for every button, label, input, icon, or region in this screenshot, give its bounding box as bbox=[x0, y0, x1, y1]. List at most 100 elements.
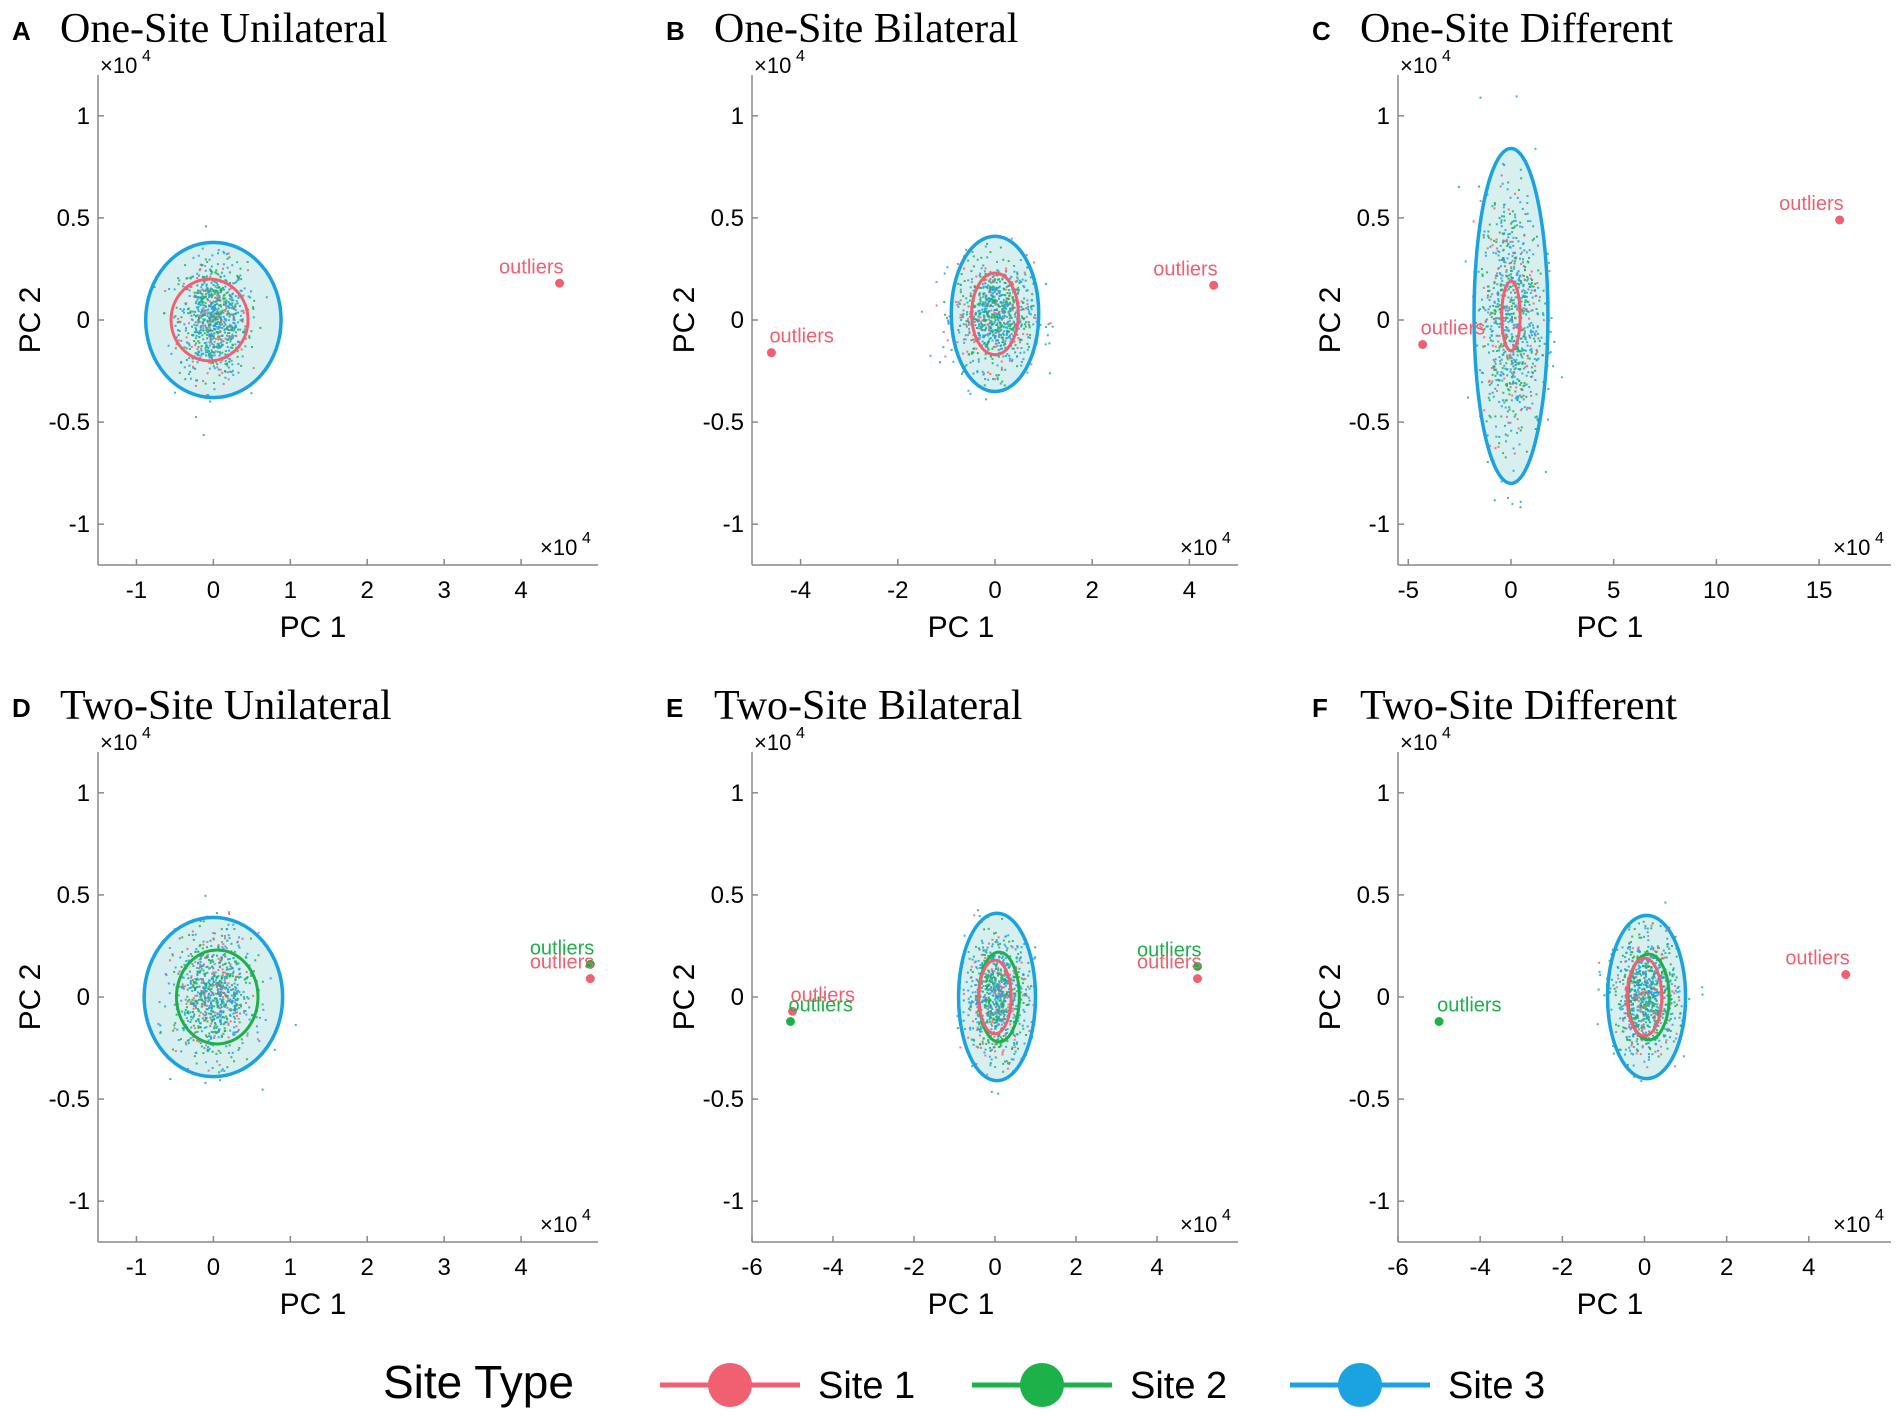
data-point bbox=[1008, 359, 1011, 362]
data-point bbox=[1011, 358, 1014, 361]
data-point bbox=[1018, 957, 1021, 960]
data-point bbox=[207, 293, 210, 296]
data-point bbox=[1011, 982, 1014, 985]
data-point bbox=[206, 965, 209, 968]
data-point bbox=[213, 312, 216, 315]
data-point bbox=[211, 271, 214, 274]
data-point bbox=[1644, 970, 1647, 973]
data-point bbox=[227, 305, 230, 308]
data-point bbox=[985, 984, 988, 987]
data-point bbox=[196, 1002, 199, 1005]
data-point bbox=[1002, 315, 1005, 318]
data-point bbox=[996, 941, 999, 944]
data-point bbox=[228, 1008, 231, 1011]
data-point bbox=[228, 288, 231, 291]
data-point bbox=[213, 1005, 216, 1008]
data-point bbox=[1622, 983, 1625, 986]
data-point bbox=[1635, 968, 1638, 971]
data-point bbox=[1503, 203, 1506, 206]
data-point bbox=[1532, 324, 1535, 327]
data-point bbox=[1020, 306, 1023, 309]
data-point bbox=[1504, 406, 1507, 409]
data-point bbox=[987, 348, 990, 351]
data-point bbox=[985, 1004, 988, 1007]
data-point bbox=[1644, 924, 1647, 927]
data-point bbox=[209, 1025, 212, 1028]
y-axis-label: PC 2 bbox=[668, 964, 701, 1031]
data-point bbox=[168, 947, 171, 950]
data-point bbox=[1514, 257, 1517, 260]
data-point bbox=[187, 312, 190, 315]
data-point bbox=[229, 963, 232, 966]
data-point bbox=[1028, 312, 1031, 315]
data-point bbox=[217, 307, 220, 310]
data-point bbox=[1004, 326, 1007, 329]
data-point bbox=[208, 998, 211, 1001]
data-point bbox=[995, 963, 998, 966]
data-point bbox=[985, 948, 988, 951]
data-point bbox=[999, 999, 1002, 1002]
data-point bbox=[976, 967, 979, 970]
data-point bbox=[1521, 340, 1524, 343]
data-point bbox=[1002, 990, 1005, 993]
site1-outlier-point bbox=[1418, 340, 1428, 349]
data-point bbox=[1490, 325, 1493, 328]
data-point bbox=[981, 982, 984, 985]
data-point bbox=[239, 319, 242, 322]
data-point bbox=[1493, 202, 1496, 205]
point-cloud bbox=[1596, 901, 1704, 1083]
data-point bbox=[239, 1003, 242, 1006]
data-point bbox=[217, 981, 220, 984]
data-point bbox=[1014, 966, 1017, 969]
data-point bbox=[223, 300, 226, 303]
data-point bbox=[1509, 196, 1512, 199]
data-point bbox=[202, 296, 205, 299]
data-point bbox=[209, 313, 212, 316]
data-point bbox=[994, 1025, 997, 1028]
data-point bbox=[1516, 418, 1519, 421]
data-point bbox=[997, 943, 1000, 946]
data-point bbox=[230, 371, 233, 374]
data-point bbox=[228, 293, 231, 296]
x-exponent-label: ×10 bbox=[540, 1212, 577, 1237]
data-point bbox=[216, 1013, 219, 1016]
data-point bbox=[970, 278, 973, 281]
data-point bbox=[191, 990, 194, 993]
data-point bbox=[1000, 368, 1003, 371]
data-point bbox=[1024, 994, 1027, 997]
data-point bbox=[1506, 383, 1509, 386]
data-point bbox=[212, 960, 215, 963]
x-tick-label: 15 bbox=[1806, 577, 1833, 604]
data-point bbox=[1025, 1033, 1028, 1036]
data-point bbox=[997, 998, 1000, 1001]
data-point bbox=[226, 995, 229, 998]
data-point bbox=[977, 959, 980, 962]
data-point bbox=[217, 1036, 220, 1039]
data-point bbox=[159, 1030, 162, 1033]
data-point bbox=[981, 1042, 984, 1045]
data-point bbox=[1498, 216, 1501, 219]
data-point bbox=[188, 998, 191, 1001]
data-point bbox=[226, 984, 229, 987]
data-point bbox=[993, 317, 996, 320]
data-point bbox=[233, 982, 236, 985]
data-point bbox=[1518, 279, 1521, 282]
data-point bbox=[215, 345, 218, 348]
data-point bbox=[1017, 970, 1020, 973]
data-point bbox=[204, 382, 207, 385]
data-point bbox=[212, 984, 215, 987]
data-point bbox=[1522, 335, 1525, 338]
data-point bbox=[228, 358, 231, 361]
data-point bbox=[1528, 256, 1531, 259]
panel-letter: E bbox=[666, 693, 683, 723]
data-point bbox=[995, 292, 998, 295]
site1-ellipse bbox=[169, 277, 250, 363]
data-point bbox=[1529, 220, 1532, 223]
data-point bbox=[984, 956, 987, 959]
data-point bbox=[990, 1090, 993, 1093]
data-point bbox=[973, 306, 976, 309]
data-point bbox=[217, 326, 220, 329]
data-point bbox=[192, 938, 195, 941]
data-point bbox=[1642, 1014, 1645, 1017]
y-exponent-label: ×10 bbox=[1400, 53, 1437, 78]
